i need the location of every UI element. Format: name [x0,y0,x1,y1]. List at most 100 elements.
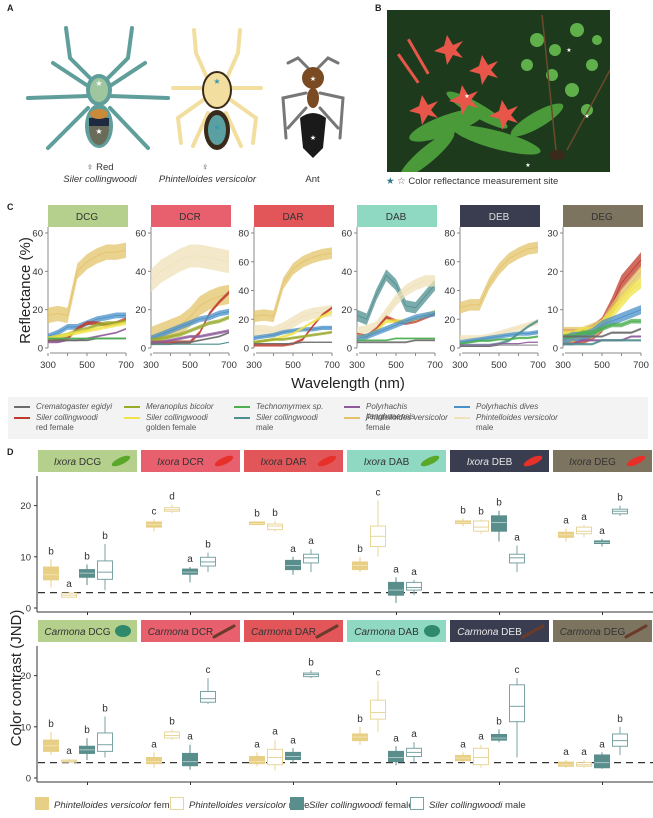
series-line [253,327,332,339]
facet-header [38,620,137,642]
panel-b-habitat-illustration: ★ ★ ★ ★ [387,10,610,172]
y-tick-label: 20 [547,267,558,278]
legend-swatch [410,797,424,810]
y-tick-label: 10 [20,552,31,563]
series-line [150,316,230,341]
ixora-flowers [397,35,518,130]
series-line [253,252,333,317]
significance-letter: b [617,714,623,725]
legend-swatch [124,406,140,408]
subplot-title: DEG [591,212,613,223]
legend-swatch [35,797,49,810]
series-band [357,310,435,342]
svg-text:★: ★ [584,113,589,120]
legend-swatch [170,797,184,810]
significance-letter: a [563,516,569,527]
significance-letter: b [102,704,108,715]
x-tick-label: 500 [388,360,404,371]
legend-species: Siler collingwoodi [309,800,386,811]
x-axis-title: Wavelength (nm) [291,375,405,392]
leaf-icon [115,625,131,637]
facet-title: Carmona DEG [560,627,626,638]
significance-letter: b [460,505,466,516]
series-line [151,341,230,345]
facet-title: Ixora DCR [157,457,204,468]
legend-swatch [454,417,470,419]
svg-text:★: ★ [310,134,316,142]
reflectance-subplot-deg: DEG 0 10 20 30 300 500 700 [547,205,649,371]
significance-letter: a [599,739,605,750]
box-body [43,566,59,581]
legend-label: Phintelloides versicolor male [476,413,558,432]
box-body [164,731,180,739]
series-line [150,255,230,282]
significance-letter: b [496,498,502,509]
series-line [151,330,230,343]
significance-letter: a [581,512,587,523]
facet-carmona-deb: Carmona DEB a a b c [450,620,549,785]
x-tick-label: 300 [246,360,262,371]
y-tick-label: 60 [32,229,43,240]
series-band [357,275,435,339]
facet-title: Carmona DCG [44,627,110,638]
significance-letter: b [496,716,502,727]
significance-letter: a [290,544,296,555]
box-body [594,754,610,769]
y-tick-label: 0 [26,774,31,785]
legend-label: Polyrhachis dives [476,402,539,411]
significance-letter: b [48,546,54,557]
series-band [48,242,126,324]
svg-text:★: ★ [213,123,220,132]
y-tick-label: 40 [32,267,43,278]
significance-letter: a [187,732,193,743]
significance-letter: a [393,733,399,744]
box-body [285,751,301,761]
siler-collingwoodi-illustration: ★ ★ [26,26,170,150]
facet-title: Ixora DCG [54,457,101,468]
series-band [48,327,126,344]
box-body [267,748,283,766]
box-body [146,757,162,765]
facet-title: Ixora DEB [467,457,513,468]
legend-label: Siler collingwoodi red female [36,413,98,432]
box-body [473,520,489,532]
x-tick-label: 700 [530,360,546,371]
legend-item: Siler collingwoodi female [290,797,414,811]
y-tick-label: 0 [26,604,31,615]
svg-text:★: ★ [566,47,571,54]
x-tick-label: 300 [555,360,571,371]
legend-item: Siler collingwoodi male [410,797,526,811]
significance-letter: a [581,747,587,758]
series-line [459,246,539,309]
series-line [563,328,642,337]
series-line [150,311,230,339]
series-line [563,339,641,345]
y-tick-label: 0 [244,344,249,355]
box-body [303,553,319,564]
facet-carmona-deg: Carmona DEG a a a b [553,620,652,785]
facet-header [553,450,652,472]
facet-title: Ixora DEG [569,457,616,468]
legend-label: Meranoplus bicolor [146,402,214,411]
legend-swatch [124,417,140,419]
facet-title: Carmona DCR [148,627,214,638]
reflectance-subplot-dar: DAR 0 20 40 60 80 300 500 700 [238,205,340,371]
y-tick-label: 20 [32,305,43,316]
legend-label: Phintelloides versicolor female [366,413,448,432]
facet-title: Ixora DAB [364,457,410,468]
svg-text:★: ★ [525,162,530,169]
significance-letter: a [563,747,569,758]
series-band [460,319,538,341]
legend-swatch [14,406,30,408]
y-tick-label: 0 [347,344,352,355]
series-band [460,241,538,314]
significance-letter: d [169,492,175,503]
box-body [576,526,592,535]
significance-letter: b [84,551,90,562]
box-body [249,755,265,765]
box-body [267,523,283,531]
y-tick-label: 20 [135,305,146,316]
y-tick-label: 0 [38,344,43,355]
box-body [97,732,113,752]
